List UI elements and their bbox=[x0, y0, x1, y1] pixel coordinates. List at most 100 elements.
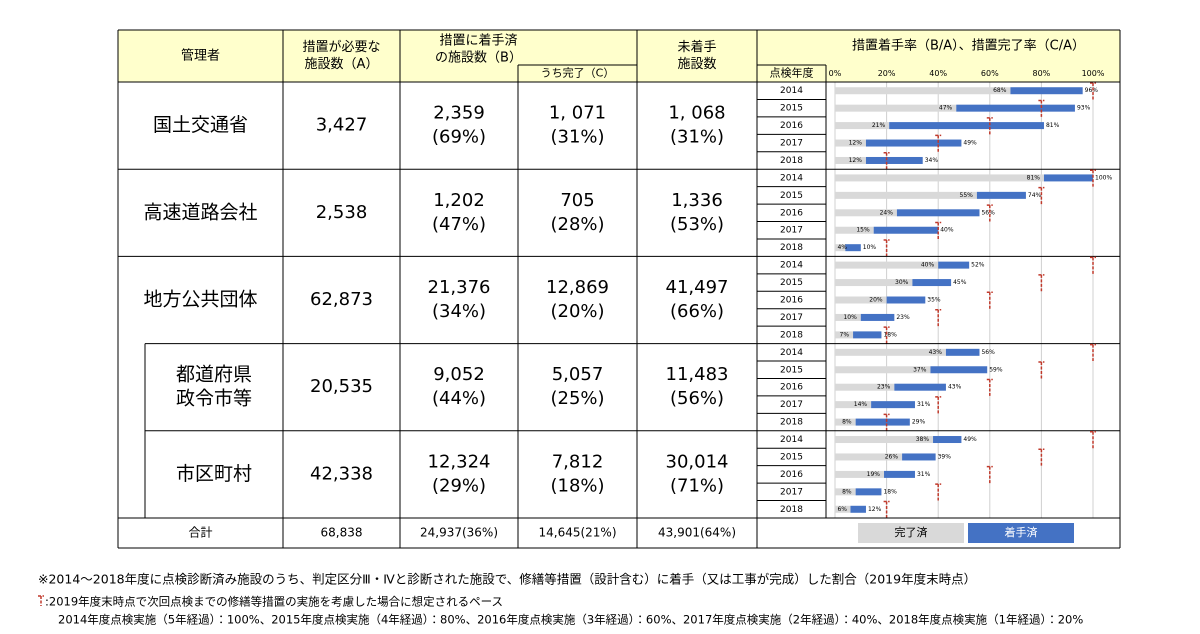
cell-text: 14,645(21%) bbox=[538, 526, 616, 540]
pace-marker bbox=[1090, 169, 1096, 187]
cell-text: 1, 068 bbox=[668, 103, 725, 124]
cell-text: 68,838 bbox=[321, 526, 363, 540]
completed-bar bbox=[835, 174, 1044, 182]
completed-label: 43% bbox=[929, 349, 943, 356]
pace-marker bbox=[1090, 256, 1096, 274]
cell-text: 2015 bbox=[780, 452, 803, 462]
cell-text: 60% bbox=[981, 69, 999, 78]
pace-marker bbox=[935, 134, 942, 152]
cell-text: 2014 bbox=[780, 348, 803, 358]
cell-text: 2018 bbox=[780, 243, 803, 253]
pace-marker bbox=[883, 152, 890, 170]
header-bg bbox=[118, 30, 1120, 82]
started-bar bbox=[853, 331, 882, 339]
completed-label: 8% bbox=[842, 419, 852, 426]
completed-label: 24% bbox=[880, 209, 894, 216]
started-label: 23% bbox=[896, 314, 910, 321]
cell-text: (66%) bbox=[670, 301, 724, 322]
cell-text: 2014 bbox=[780, 86, 803, 96]
completed-label: 55% bbox=[960, 192, 974, 199]
cell-text: (28%) bbox=[550, 214, 604, 235]
completed-bar bbox=[835, 244, 846, 252]
completed-bar bbox=[835, 436, 934, 444]
cell-text: 市区町村 bbox=[176, 463, 252, 485]
completed-bar bbox=[835, 505, 851, 513]
completed-bar bbox=[835, 261, 939, 269]
cell-text: 12,869 bbox=[546, 277, 609, 298]
cell-text: 1, 071 bbox=[549, 103, 606, 124]
cell-text: 100% bbox=[1082, 69, 1105, 78]
started-label: 59% bbox=[989, 366, 1003, 373]
cell-text: 0% bbox=[829, 69, 842, 78]
started-label: 43% bbox=[948, 384, 962, 391]
completed-bar bbox=[835, 226, 874, 234]
pace-marker bbox=[986, 204, 993, 222]
cell-text: の施設数（B） bbox=[435, 51, 522, 66]
started-bar bbox=[873, 226, 939, 234]
cell-text: 施設数（A） bbox=[305, 57, 379, 72]
cell-text: 2016 bbox=[780, 121, 803, 131]
started-label: 56% bbox=[981, 209, 995, 216]
pace-marker bbox=[1038, 361, 1045, 379]
cell-text: 20,535 bbox=[310, 376, 373, 397]
pace-marker bbox=[986, 378, 993, 396]
started-label: 49% bbox=[963, 436, 977, 443]
cell-text: 点検年度 bbox=[770, 66, 814, 80]
cell-text: 合計 bbox=[188, 525, 212, 540]
started-bar bbox=[845, 244, 861, 252]
completed-label: 7% bbox=[840, 331, 850, 338]
completed-bar bbox=[835, 470, 885, 478]
completed-label: 38% bbox=[916, 436, 930, 443]
pace-marker bbox=[883, 500, 890, 518]
started-label: 31% bbox=[917, 401, 931, 408]
completed-bar bbox=[835, 191, 977, 199]
completed-bar bbox=[835, 104, 957, 112]
completed-label: 40% bbox=[921, 262, 935, 269]
started-label: 93% bbox=[1077, 105, 1091, 112]
started-bar bbox=[855, 488, 882, 496]
started-label: 39% bbox=[938, 453, 952, 460]
started-bar bbox=[850, 505, 866, 513]
cell-text: 11,483 bbox=[666, 364, 729, 385]
cell-text: 62,873 bbox=[310, 289, 373, 310]
completed-bar bbox=[835, 209, 897, 217]
started-label: 18% bbox=[883, 488, 897, 495]
cell-text: 2015 bbox=[780, 278, 803, 288]
completed-label: 12% bbox=[849, 140, 863, 147]
cell-text: 2017 bbox=[780, 400, 803, 410]
pace-marker bbox=[986, 291, 993, 309]
started-label: 52% bbox=[971, 262, 985, 269]
cell-text: 高速道路会社 bbox=[143, 201, 257, 223]
cell-text: 2018 bbox=[780, 330, 803, 340]
cell-text: 措置着手率（B/A）、措置完了率（C/A） bbox=[852, 38, 1085, 54]
cell-text: 40% bbox=[929, 69, 947, 78]
cell-text: 1,336 bbox=[671, 190, 723, 211]
completed-bar bbox=[835, 296, 887, 304]
cell-text: 2,538 bbox=[316, 202, 368, 223]
completed-bar bbox=[835, 453, 903, 461]
cell-text: (44%) bbox=[432, 388, 486, 409]
completed-label: 23% bbox=[877, 384, 891, 391]
started-label: 100% bbox=[1095, 174, 1112, 181]
cell-text: 国土交通省 bbox=[153, 114, 248, 136]
completed-label: 68% bbox=[993, 87, 1007, 94]
started-label: 96% bbox=[1085, 87, 1099, 94]
started-bar bbox=[886, 296, 926, 304]
started-label: 31% bbox=[917, 471, 931, 478]
cell-text: 9,052 bbox=[433, 364, 485, 385]
cell-text: 2017 bbox=[780, 226, 803, 236]
note: 2014年度点検実施（5年経過）：100%、2015年度点検実施（4年経過）：8… bbox=[58, 613, 1083, 627]
cell-text: 2016 bbox=[780, 470, 803, 480]
cell-text: 2016 bbox=[780, 208, 803, 218]
cell-text: 2018 bbox=[780, 505, 803, 515]
started-bar bbox=[1010, 87, 1083, 95]
completed-label: 37% bbox=[913, 366, 927, 373]
started-bar bbox=[865, 156, 923, 164]
cell-text: 5,057 bbox=[552, 364, 604, 385]
legend-swatch bbox=[968, 523, 1074, 543]
cell-text: 2017 bbox=[780, 139, 803, 149]
cell-text: 管理者 bbox=[181, 49, 220, 64]
completed-bar bbox=[835, 418, 856, 426]
cell-text: うち完了（C） bbox=[541, 67, 615, 80]
completed-bar bbox=[835, 401, 872, 409]
